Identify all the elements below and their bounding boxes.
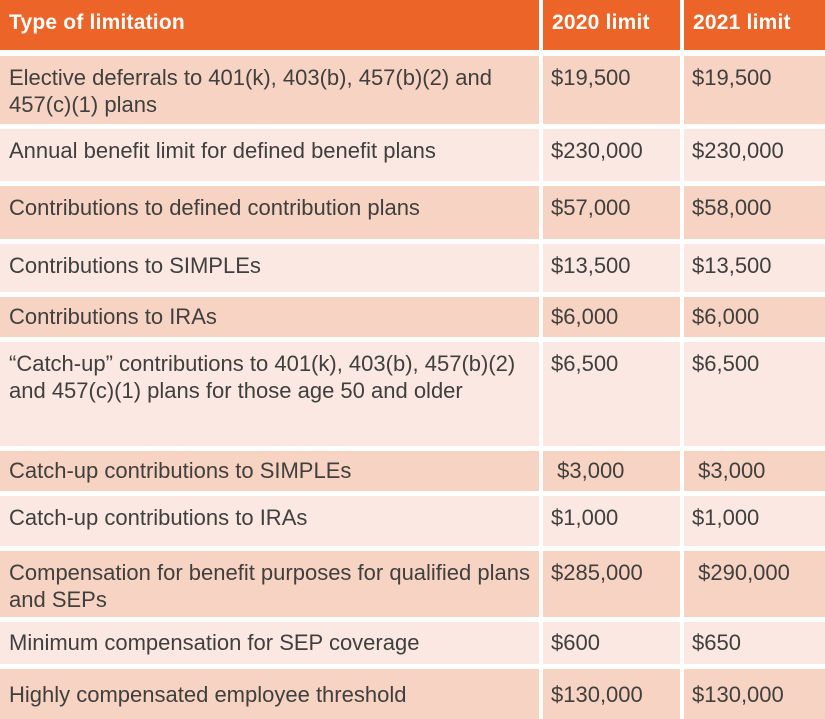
- table-row: “Catch-up” contributions to 401(k), 403(…: [0, 342, 825, 451]
- limit-2020-cell: $1,000: [543, 496, 684, 551]
- limitation-type-cell: Minimum compensation for SEP coverage: [0, 622, 543, 669]
- table-row: Minimum compensation for SEP coverage $60…: [0, 622, 825, 669]
- limitation-type-cell: Highly compensated employee threshold: [0, 669, 543, 719]
- limitation-type-cell: Elective deferrals to 401(k), 403(b), 45…: [0, 56, 543, 129]
- limit-2020-cell: $19,500: [543, 56, 684, 129]
- column-header-2021-limit: 2021 limit: [684, 0, 825, 56]
- table-body: Elective deferrals to 401(k), 403(b), 45…: [0, 56, 825, 719]
- table-row: Compensation for benefit purposes for qu…: [0, 551, 825, 622]
- limit-2020-cell: $3,000: [543, 451, 684, 496]
- limit-2020-cell: $13,500: [543, 244, 684, 297]
- limit-2021-cell: $650: [684, 622, 825, 669]
- limit-2020-cell: $230,000: [543, 129, 684, 186]
- limitation-type-cell: Annual benefit limit for defined benefit…: [0, 129, 543, 186]
- limit-2021-cell: $6,500: [684, 342, 825, 451]
- table-row: Annual benefit limit for defined benefit…: [0, 129, 825, 186]
- table-row: Catch-up contributions to IRAs $1,000 $1,0…: [0, 496, 825, 551]
- limit-2021-cell: $130,000: [684, 669, 825, 719]
- limit-2020-cell: $57,000: [543, 186, 684, 244]
- limit-2021-cell: $230,000: [684, 129, 825, 186]
- table-row: Contributions to defined contribution pl…: [0, 186, 825, 244]
- limit-2021-cell: $58,000: [684, 186, 825, 244]
- limitation-type-cell: Contributions to SIMPLEs: [0, 244, 543, 297]
- table-row: Highly compensated employee threshold $13…: [0, 669, 825, 719]
- limit-2021-cell: $3,000: [684, 451, 825, 496]
- table-row: Elective deferrals to 401(k), 403(b), 45…: [0, 56, 825, 129]
- table-header: Type of limitation 2020 limit 2021 limit: [0, 0, 825, 56]
- column-header-type-of-limitation: Type of limitation: [0, 0, 543, 56]
- limit-2020-cell: $6,500: [543, 342, 684, 451]
- limit-2021-cell: $1,000: [684, 496, 825, 551]
- limitation-type-cell: Contributions to IRAs: [0, 297, 543, 342]
- limit-2020-cell: $6,000: [543, 297, 684, 342]
- limit-2021-cell: $19,500: [684, 56, 825, 129]
- limitation-type-cell: “Catch-up” contributions to 401(k), 403(…: [0, 342, 543, 451]
- limit-2021-cell: $6,000: [684, 297, 825, 342]
- limit-2020-cell: $600: [543, 622, 684, 669]
- limitation-type-cell: Contributions to defined contribution pl…: [0, 186, 543, 244]
- column-header-2020-limit: 2020 limit: [543, 0, 684, 56]
- header-row: Type of limitation 2020 limit 2021 limit: [0, 0, 825, 56]
- table-row: Contributions to IRAs $6,000 $6,000: [0, 297, 825, 342]
- table-row: Catch-up contributions to SIMPLEs $3,000…: [0, 451, 825, 496]
- limit-2020-cell: $285,000: [543, 551, 684, 622]
- limitation-type-cell: Catch-up contributions to SIMPLEs: [0, 451, 543, 496]
- table-row: Contributions to SIMPLEs $13,500 $13,500: [0, 244, 825, 297]
- limitation-type-cell: Catch-up contributions to IRAs: [0, 496, 543, 551]
- limitation-type-cell: Compensation for benefit purposes for qu…: [0, 551, 543, 622]
- limit-2020-cell: $130,000: [543, 669, 684, 719]
- limit-2021-cell: $13,500: [684, 244, 825, 297]
- limit-2021-cell: $290,000: [684, 551, 825, 622]
